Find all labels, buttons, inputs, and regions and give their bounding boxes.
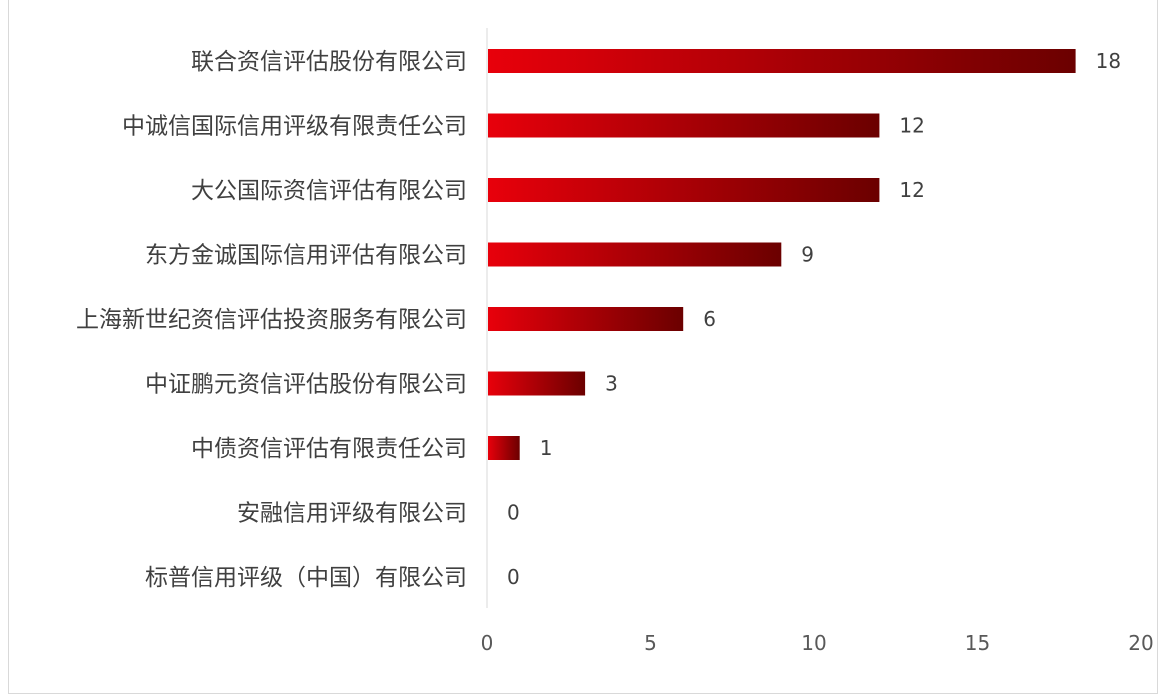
category-label: 安融信用评级有限公司	[237, 501, 467, 527]
category-label: 东方金诚国际信用评估有限公司	[145, 243, 467, 269]
data-label: 0	[507, 565, 520, 589]
bar	[488, 113, 880, 138]
bar	[488, 178, 880, 202]
x-tick-label: 10	[801, 631, 826, 655]
data-label: 3	[605, 372, 618, 396]
category-label: 中诚信国际信用评级有限责任公司	[122, 114, 467, 140]
category-label: 大公国际资信评估有限公司	[191, 178, 467, 204]
bar	[488, 436, 520, 460]
data-label: 1	[540, 436, 553, 460]
data-label: 6	[703, 307, 716, 331]
category-labels: 联合资信评估股份有限公司中诚信国际信用评级有限责任公司大公国际资信评估有限公司东…	[76, 49, 467, 591]
bar	[488, 49, 1076, 73]
bar	[488, 371, 586, 396]
bars-layer	[488, 49, 1076, 460]
data-labels: 18 12 12 9 6 3 1 0 0	[507, 49, 1121, 589]
data-label: 0	[507, 501, 520, 525]
x-axis-ticks: 0 5 10 15 20	[481, 631, 1154, 655]
data-label: 9	[801, 243, 814, 267]
x-tick-label: 20	[1128, 631, 1153, 655]
bar	[488, 307, 684, 331]
data-label: 12	[899, 178, 924, 202]
data-label: 18	[1096, 49, 1121, 73]
category-label: 中债资信评估有限责任公司	[191, 436, 467, 462]
category-label: 上海新世纪资信评估投资服务有限公司	[76, 307, 467, 333]
category-label: 联合资信评估股份有限公司	[191, 49, 467, 75]
bar	[488, 242, 782, 267]
category-label: 标普信用评级（中国）有限公司	[145, 565, 467, 591]
x-tick-label: 5	[644, 631, 657, 655]
x-tick-label: 15	[965, 631, 990, 655]
x-tick-label: 0	[481, 631, 494, 655]
category-label: 中证鹏元资信评估股份有限公司	[145, 372, 467, 398]
data-label: 12	[899, 114, 924, 138]
